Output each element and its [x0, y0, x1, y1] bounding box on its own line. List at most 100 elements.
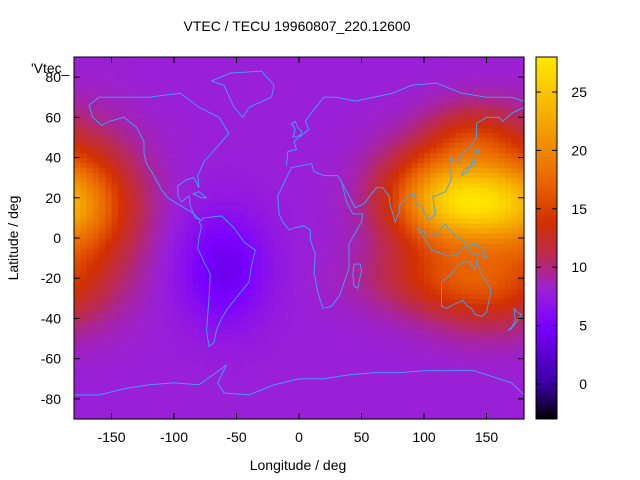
heatmap-cell	[224, 378, 231, 385]
heatmap-cell	[286, 318, 294, 325]
heatmap-cell	[355, 288, 363, 294]
heatmap-cell	[449, 298, 456, 304]
heatmap-cell	[405, 248, 413, 254]
heatmap-cell	[242, 273, 250, 279]
heatmap-cell	[230, 323, 238, 330]
heatmap-cell	[474, 253, 481, 259]
heatmap-cell	[286, 238, 294, 244]
heatmap-cell	[411, 348, 419, 355]
heatmap-cell	[124, 393, 131, 400]
heatmap-cell	[380, 222, 388, 229]
heatmap-cell	[367, 348, 375, 355]
heatmap-cell	[99, 403, 106, 410]
heatmap-cell	[449, 373, 456, 380]
heatmap-cell	[142, 413, 150, 420]
heatmap-cell	[111, 177, 119, 184]
heatmap-cell	[280, 383, 288, 390]
heatmap-cell	[480, 182, 488, 189]
heatmap-cell	[155, 67, 163, 73]
heatmap-cell	[180, 117, 188, 123]
heatmap-cell	[167, 97, 175, 103]
heatmap-cell	[167, 313, 175, 320]
heatmap-cell	[474, 72, 481, 78]
heatmap-cell	[80, 62, 88, 68]
heatmap-cell	[399, 207, 406, 214]
heatmap-cell	[480, 403, 488, 410]
heatmap-cell	[149, 192, 156, 199]
heatmap-cell	[342, 97, 350, 103]
heatmap-cell	[117, 353, 125, 360]
heatmap-cell	[486, 318, 494, 325]
heatmap-cell	[417, 408, 425, 415]
heatmap-cell	[424, 363, 431, 370]
heatmap-cell	[324, 298, 331, 304]
heatmap-cell	[299, 388, 306, 395]
heatmap-cell	[505, 368, 513, 375]
heatmap-cell	[142, 398, 150, 405]
heatmap-cell	[105, 393, 113, 400]
heatmap-cell	[92, 303, 100, 309]
heatmap-cell	[324, 147, 331, 154]
heatmap-cell	[417, 358, 425, 365]
heatmap-cell	[92, 238, 100, 244]
heatmap-cell	[367, 268, 375, 274]
heatmap-cell	[86, 82, 94, 88]
heatmap-cell	[355, 403, 363, 410]
heatmap-cell	[436, 227, 444, 234]
heatmap-cell	[136, 348, 144, 355]
heatmap-cell	[311, 222, 319, 229]
heatmap-cell	[417, 192, 425, 199]
heatmap-cell	[211, 403, 219, 410]
heatmap-cell	[430, 413, 438, 420]
heatmap-cell	[324, 77, 331, 83]
heatmap-cell	[217, 238, 225, 244]
heatmap-cell	[424, 248, 431, 254]
heatmap-cell	[499, 97, 506, 103]
heatmap-cell	[92, 177, 100, 184]
heatmap-cell	[261, 298, 269, 304]
heatmap-cell	[342, 152, 350, 159]
heatmap-cell	[286, 77, 294, 83]
heatmap-cell	[249, 408, 256, 415]
heatmap-cell	[317, 393, 325, 400]
heatmap-cell	[430, 172, 438, 179]
heatmap-cell	[274, 298, 281, 304]
heatmap-cell	[186, 167, 194, 174]
heatmap-cell	[461, 368, 469, 375]
heatmap-cell	[305, 72, 313, 78]
heatmap-cell	[336, 298, 344, 304]
heatmap-cell	[317, 368, 325, 375]
heatmap-cell	[211, 82, 219, 88]
heatmap-cell	[330, 157, 338, 164]
heatmap-cell	[92, 283, 100, 289]
heatmap-cell	[230, 283, 238, 289]
heatmap-cell	[211, 197, 219, 204]
heatmap-cell	[349, 117, 356, 123]
heatmap-cell	[299, 167, 306, 174]
heatmap-cell	[105, 117, 113, 123]
heatmap-cell	[330, 413, 338, 420]
heatmap-cell	[467, 393, 475, 400]
heatmap-cell	[161, 373, 169, 380]
heatmap-cell	[330, 398, 338, 405]
heatmap-cell	[305, 182, 313, 189]
heatmap-cell	[280, 72, 288, 78]
heatmap-cell	[136, 187, 144, 194]
heatmap-cell	[386, 157, 394, 164]
heatmap-cell	[342, 192, 350, 199]
heatmap-cell	[249, 67, 256, 73]
heatmap-cell	[361, 157, 369, 164]
heatmap-cell	[380, 192, 388, 199]
heatmap-cell	[449, 222, 456, 229]
heatmap-cell	[267, 388, 275, 395]
heatmap-cell	[192, 177, 200, 184]
heatmap-cell	[474, 413, 481, 420]
heatmap-cell	[336, 248, 344, 254]
heatmap-cell	[380, 232, 388, 239]
heatmap-cell	[467, 192, 475, 199]
heatmap-cell	[474, 258, 481, 264]
heatmap-cell	[330, 217, 338, 224]
heatmap-cell	[299, 408, 306, 415]
heatmap-cell	[286, 232, 294, 239]
heatmap-cell	[386, 57, 394, 63]
